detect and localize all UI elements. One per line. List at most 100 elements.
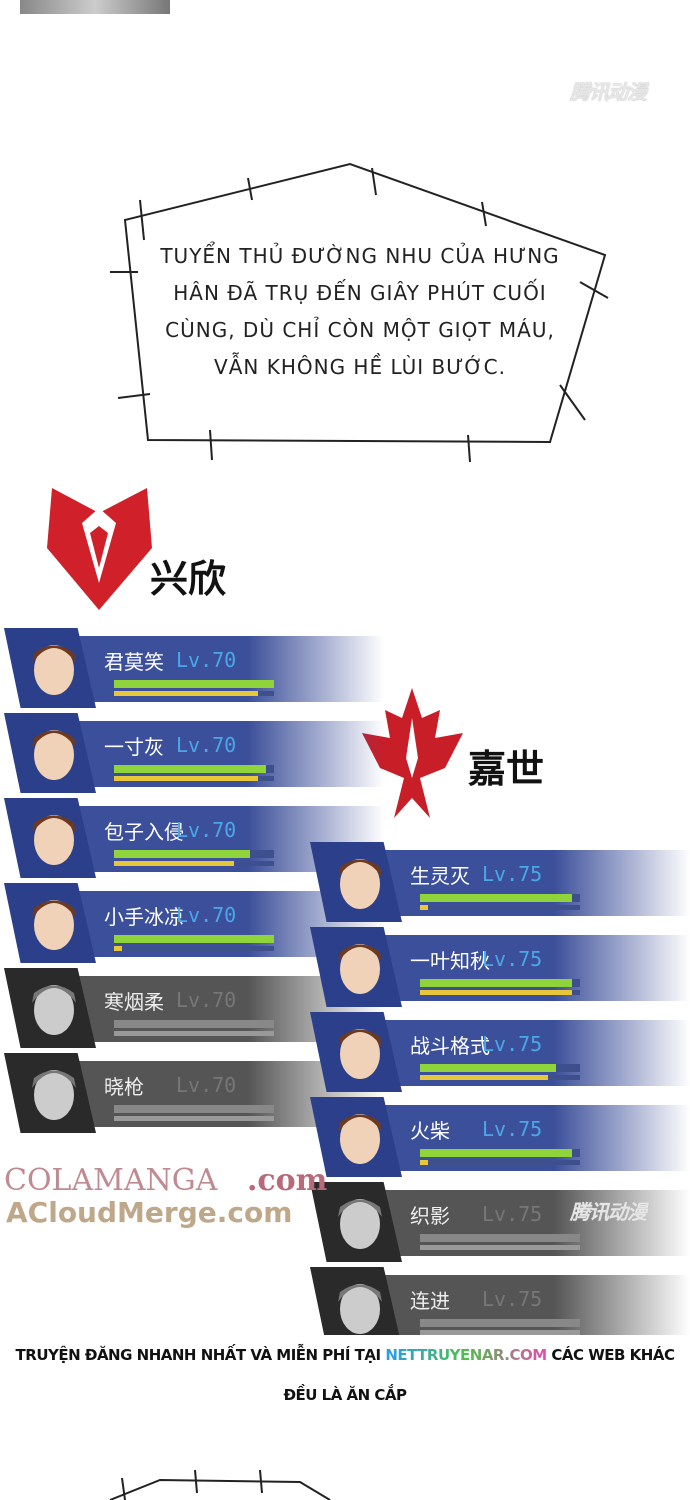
colamanga-watermark: COLAMANGA .com [4, 1163, 327, 1198]
player-name: 战斗格式 [410, 1034, 490, 1058]
mp-fill [420, 990, 572, 995]
mp-fill [420, 1075, 548, 1080]
player-row: 战斗格式 Lv.75 [310, 1012, 690, 1092]
mp-fill [114, 946, 122, 951]
mp-bar [114, 691, 274, 696]
tencent-watermark-2: 腾讯动漫 [570, 1200, 647, 1224]
character-face-icon [338, 859, 382, 909]
xingxin-logo-icon [47, 488, 152, 610]
hp-bar [114, 765, 274, 773]
player-row: 织影 Lv.75 [310, 1182, 690, 1262]
colamanga-tld: .com [246, 1163, 328, 1198]
player-level: Lv.70 [176, 903, 237, 927]
team-name-jiashi: 嘉世 [468, 747, 545, 791]
player-level: Lv.70 [176, 818, 237, 842]
top-art-remnant [20, 0, 170, 14]
hp-fill [114, 935, 274, 943]
character-face-icon [338, 1029, 382, 1079]
hp-fill [420, 894, 572, 902]
player-row: 生灵灭 Lv.75 [310, 842, 690, 922]
hp-bar [420, 1064, 580, 1072]
player-level: Lv.75 [482, 1117, 543, 1141]
hp-bar [420, 1234, 580, 1242]
footer-banner: TRUYỆN ĐĂNG NHANH NHẤT VÀ MIỄN PHÍ TẠI N… [0, 1335, 690, 1404]
character-face-icon [32, 730, 76, 780]
player-portrait [310, 1097, 402, 1177]
player-row: 君莫笑 Lv.70 [4, 628, 384, 708]
mp-bar [420, 990, 580, 995]
player-row: 连进 Lv.75 [310, 1267, 690, 1347]
character-face-icon [338, 1284, 382, 1334]
hp-fill [420, 979, 572, 987]
character-face-icon [338, 1199, 382, 1249]
hp-fill [420, 1064, 556, 1072]
team-name-xingxin: 兴欣 [150, 557, 227, 601]
player-level: Lv.75 [482, 1202, 543, 1226]
player-portrait [310, 1267, 402, 1347]
footer-site-link[interactable]: NETTRUYENAR.COM [385, 1346, 547, 1364]
hp-fill [114, 680, 274, 688]
player-name: 一叶知秋 [410, 949, 490, 973]
hp-fill [114, 765, 266, 773]
jiashi-logo-icon [362, 688, 463, 818]
player-portrait [310, 927, 402, 1007]
player-level: Lv.75 [482, 862, 543, 886]
hp-bar [420, 1319, 580, 1327]
hp-bar [420, 979, 580, 987]
player-name: 晓枪 [104, 1075, 144, 1099]
hp-bar [420, 894, 580, 902]
character-face-icon [338, 1114, 382, 1164]
player-level: Lv.70 [176, 733, 237, 757]
mp-fill [114, 776, 258, 781]
player-portrait [310, 842, 402, 922]
player-level: Lv.70 [176, 648, 237, 672]
mp-fill [114, 691, 258, 696]
hp-fill [114, 850, 250, 858]
player-portrait [4, 968, 96, 1048]
mp-fill [420, 905, 428, 910]
mp-bar [114, 1031, 274, 1036]
mp-fill [114, 861, 234, 866]
mp-bar [420, 905, 580, 910]
player-level: Lv.75 [482, 1287, 543, 1311]
player-level: Lv.70 [176, 988, 237, 1012]
hp-bar [114, 680, 274, 688]
player-name: 生灵灭 [410, 864, 470, 888]
player-portrait [310, 1182, 402, 1262]
player-name: 君莫笑 [104, 650, 164, 674]
player-name: 连进 [410, 1289, 450, 1313]
character-face-icon [32, 815, 76, 865]
acloudmerge-watermark: ACloudMerge.com [6, 1196, 293, 1229]
player-name: 包子入侵 [104, 820, 184, 844]
mp-bar [420, 1245, 580, 1250]
footer-prefix: TRUYỆN ĐĂNG NHANH NHẤT VÀ MIỄN PHÍ TẠI [15, 1346, 386, 1364]
player-name: 一寸灰 [104, 735, 164, 759]
hp-bar [420, 1149, 580, 1157]
hp-bar [114, 1020, 274, 1028]
character-face-icon [32, 1070, 76, 1120]
mp-bar [420, 1075, 580, 1080]
character-face-icon [338, 944, 382, 994]
mp-bar [114, 1116, 274, 1121]
player-portrait [310, 1012, 402, 1092]
hp-bar [114, 935, 274, 943]
player-row: 一叶知秋 Lv.75 [310, 927, 690, 1007]
hp-fill [420, 1149, 572, 1157]
speech-bubble [110, 162, 609, 463]
tencent-watermark: 腾讯动漫 [570, 80, 647, 104]
player-name: 寒烟柔 [104, 990, 164, 1014]
character-face-icon [32, 985, 76, 1035]
mp-bar [114, 776, 274, 781]
next-speech-bubble [109, 1469, 331, 1500]
hp-bar [114, 1105, 274, 1113]
character-face-icon [32, 900, 76, 950]
bubble-text: TUYỂN THỦ ĐƯỜNG NHU CỦA HƯNG HÂN ĐÃ TRỤ … [160, 244, 560, 379]
footer-suffix: CÁC WEB KHÁC ĐỀU LÀ ĂN CẮP [283, 1346, 675, 1404]
player-portrait [4, 1053, 96, 1133]
mp-bar [420, 1160, 580, 1165]
hp-bar [114, 850, 274, 858]
player-level: Lv.75 [482, 1032, 543, 1056]
player-row: 一寸灰 Lv.70 [4, 713, 384, 793]
player-name: 小手冰凉 [104, 905, 184, 929]
mp-bar [114, 861, 274, 866]
